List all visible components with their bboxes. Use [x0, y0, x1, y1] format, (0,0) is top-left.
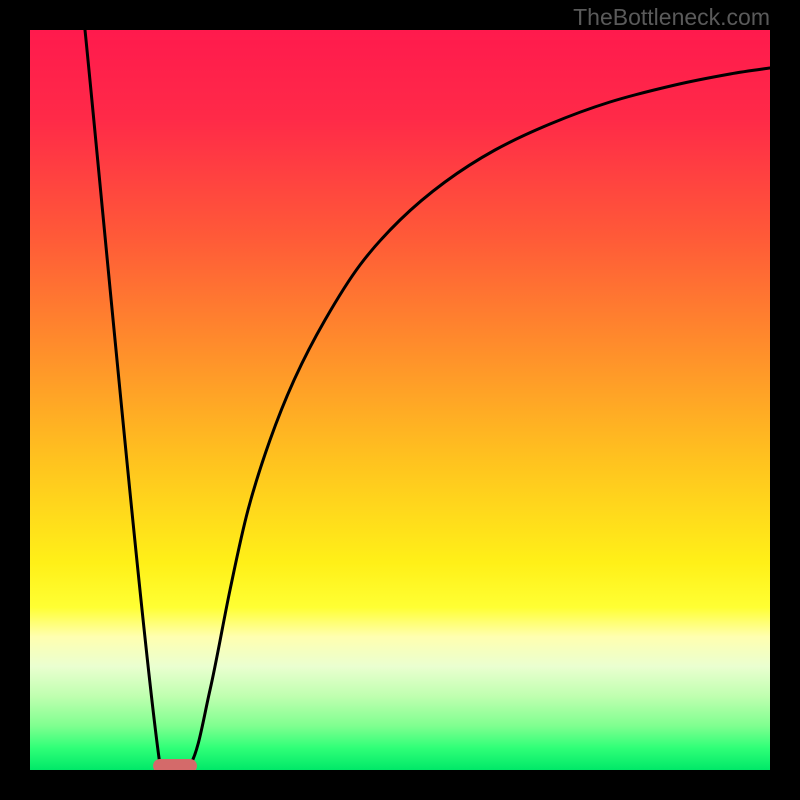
optimum-marker — [153, 759, 197, 770]
plot-area — [30, 30, 770, 770]
chart-frame: TheBottleneck.com — [0, 0, 800, 800]
gradient-background — [30, 30, 770, 770]
chart-svg — [30, 30, 770, 770]
watermark-text: TheBottleneck.com — [573, 4, 770, 31]
